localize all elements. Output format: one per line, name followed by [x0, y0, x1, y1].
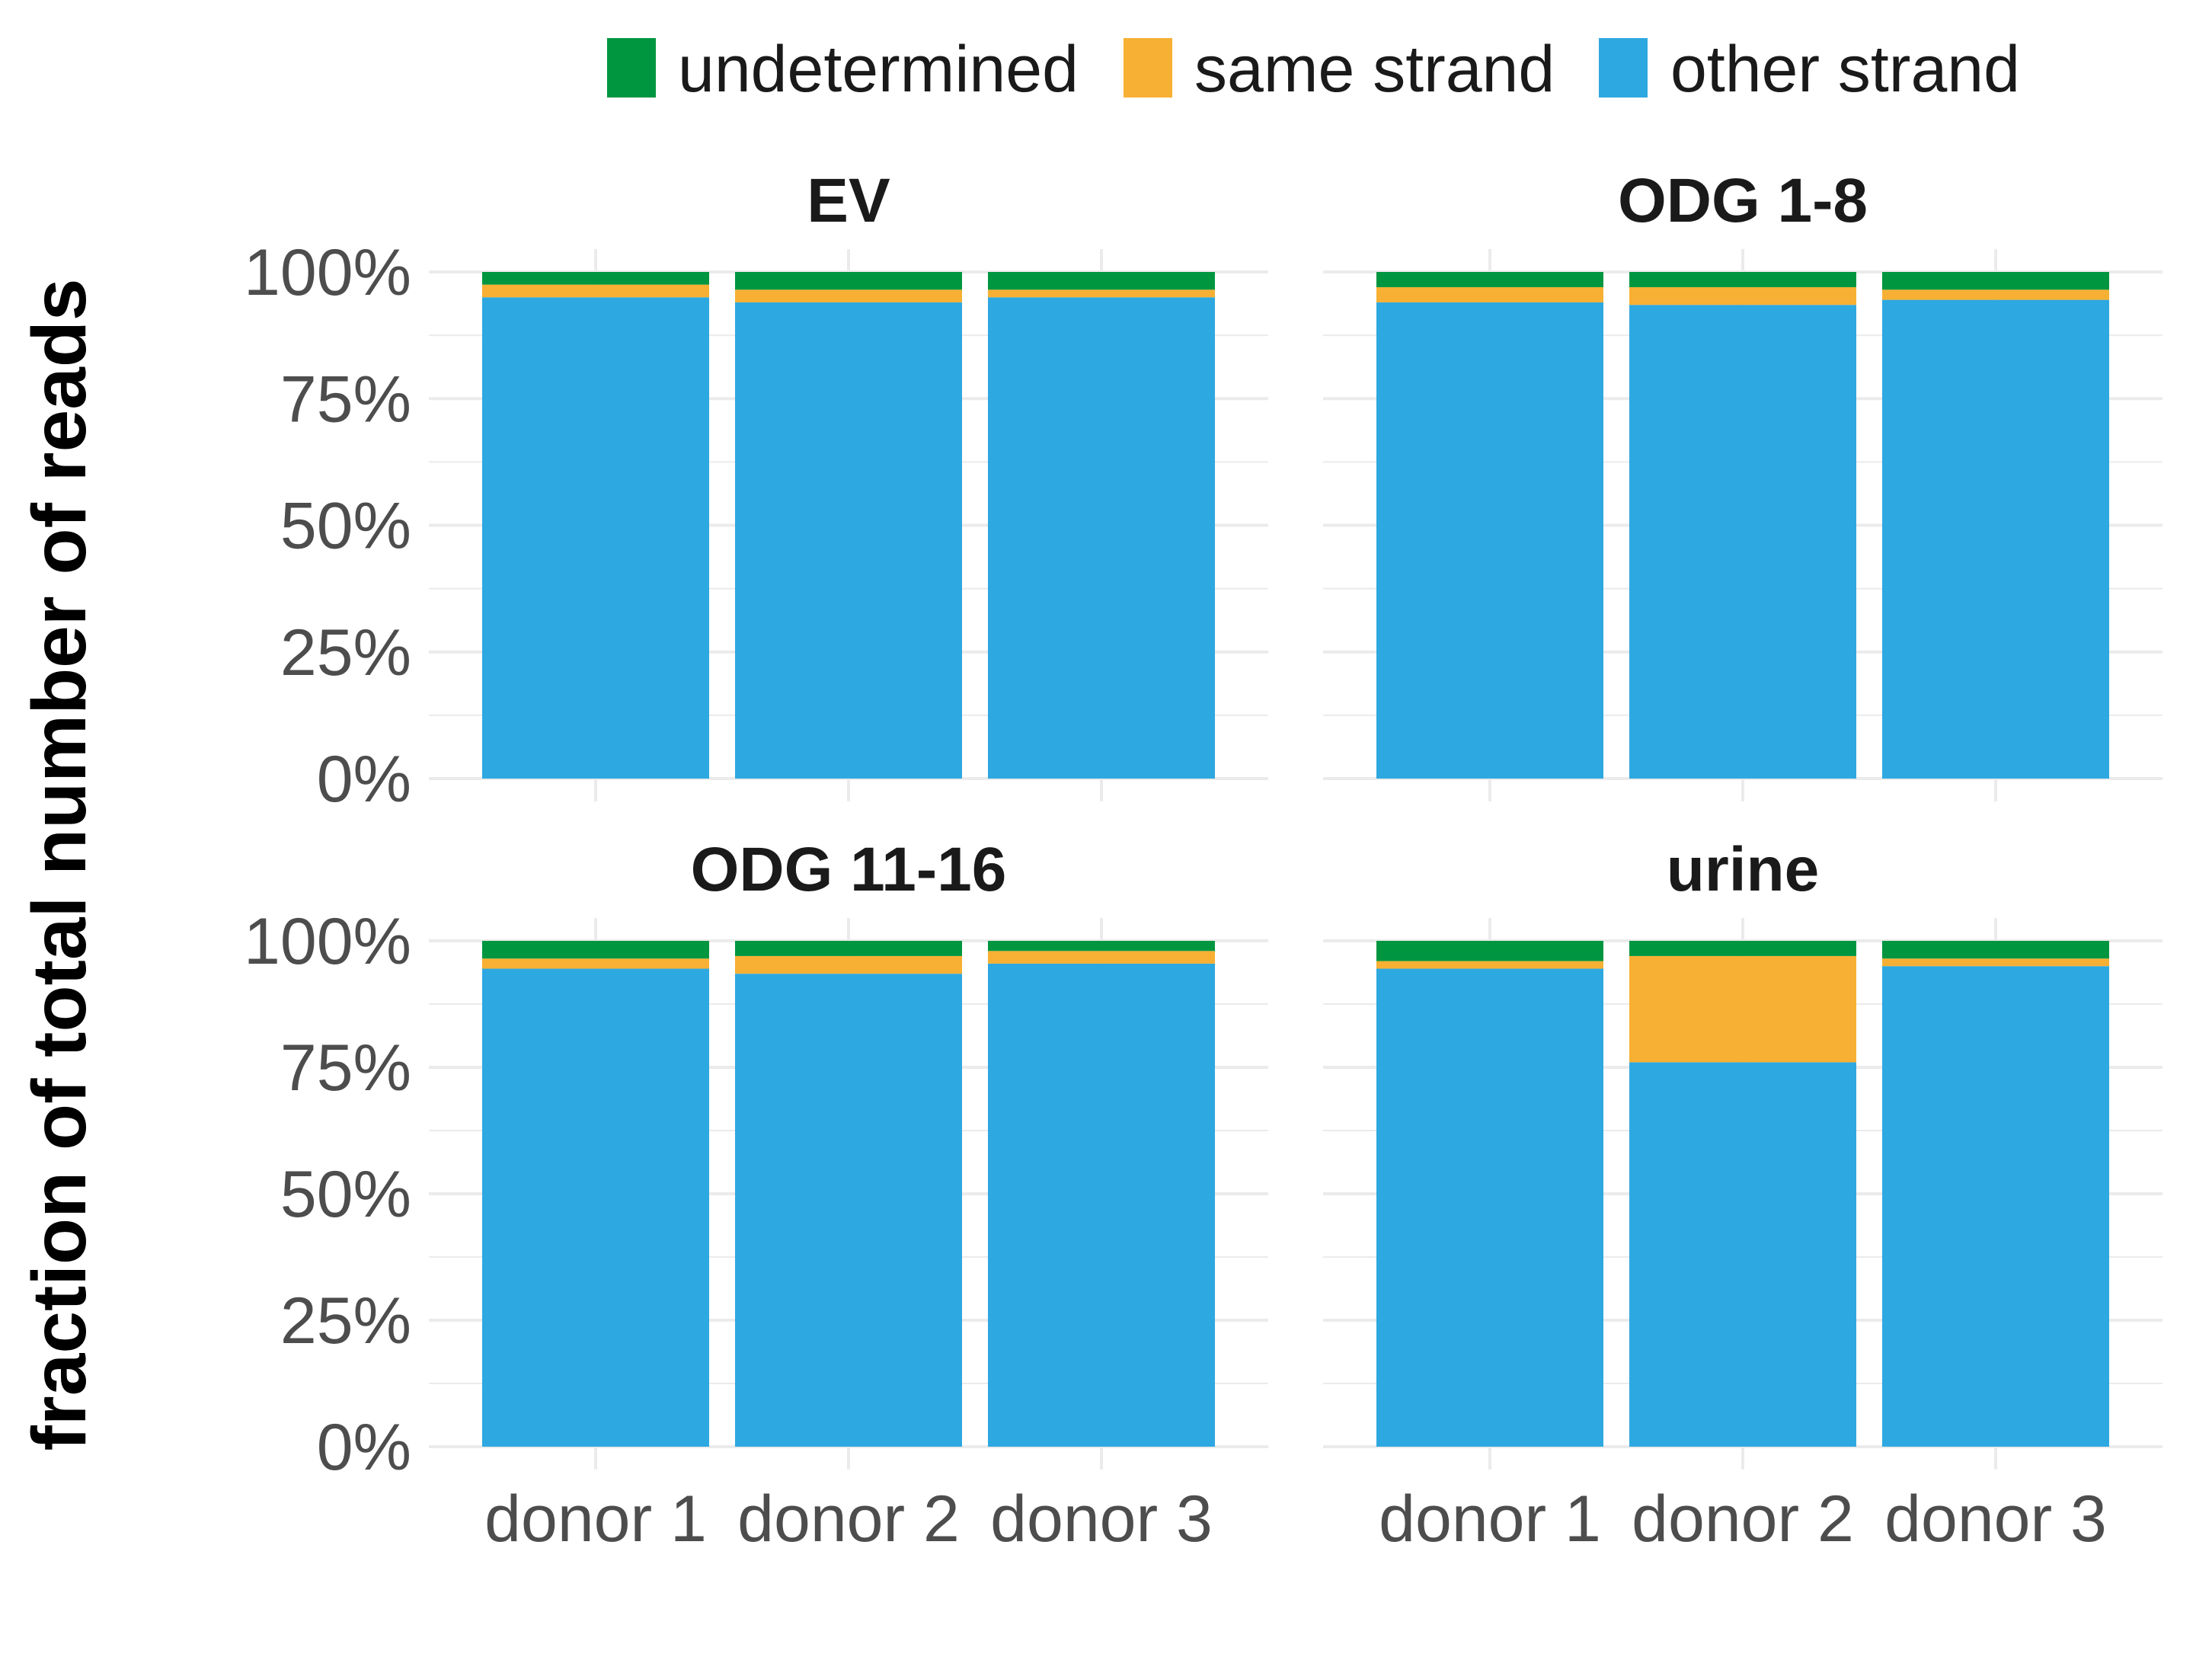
y-tick-label: 0% — [317, 743, 411, 816]
bar-segment-undetermined — [1629, 941, 1856, 956]
y-tick-label: 50% — [280, 1158, 411, 1231]
bar-segment-other-strand — [1882, 299, 2109, 779]
bar-segment-other-strand — [1376, 968, 1603, 1447]
legend-label: undetermined — [678, 33, 1079, 106]
y-tick-label: 75% — [280, 1032, 411, 1105]
bar-segment-undetermined — [1882, 272, 2109, 290]
bar-segment-other-strand — [1629, 1062, 1856, 1447]
bar-segment-other-strand — [735, 974, 962, 1447]
bar-segment-undetermined — [1882, 941, 2109, 959]
bar-segment-undetermined — [482, 941, 709, 959]
legend-label: same strand — [1194, 33, 1555, 106]
panel-title: EV — [807, 166, 890, 235]
bar-segment-same-strand — [1376, 286, 1603, 302]
bar-segment-undetermined — [735, 272, 962, 290]
x-tick-label: donor 1 — [484, 1482, 707, 1556]
legend-swatch-other-strand — [1599, 38, 1648, 98]
x-tick-label: donor 3 — [990, 1482, 1213, 1556]
bar-segment-undetermined — [1376, 272, 1603, 287]
y-tick-label: 0% — [317, 1411, 411, 1484]
y-tick-label: 100% — [244, 236, 411, 309]
bar-segment-other-strand — [735, 302, 962, 779]
panel-title: urine — [1667, 835, 1819, 904]
y-tick-label: 50% — [280, 490, 411, 563]
legend-label: other strand — [1670, 33, 2020, 106]
x-tick-label: donor 2 — [737, 1482, 960, 1556]
panel-title: ODG 1-8 — [1618, 166, 1868, 235]
legend-swatch-undetermined — [607, 38, 656, 98]
bar-segment-undetermined — [1629, 272, 1856, 287]
bar-segment-same-strand — [1882, 958, 2109, 967]
bar-segment-other-strand — [1376, 302, 1603, 779]
bar-segment-other-strand — [482, 968, 709, 1447]
x-tick-label: donor 2 — [1632, 1482, 1854, 1556]
bar-segment-undetermined — [482, 272, 709, 285]
bar-segment-same-strand — [988, 951, 1215, 964]
x-tick-label: donor 3 — [1884, 1482, 2107, 1556]
bar-segment-same-strand — [735, 955, 962, 974]
bar-segment-other-strand — [482, 297, 709, 779]
bar-segment-same-strand — [1629, 955, 1856, 1063]
bar-segment-undetermined — [988, 272, 1215, 290]
y-tick-label: 25% — [280, 1284, 411, 1358]
bar-segment-other-strand — [1629, 305, 1856, 779]
y-axis-title: fraction of total number of reads — [17, 278, 102, 1451]
y-tick-label: 75% — [280, 363, 411, 436]
bar-segment-same-strand — [482, 284, 709, 298]
bar-segment-same-strand — [1882, 289, 2109, 300]
bar-segment-other-strand — [988, 963, 1215, 1447]
y-tick-label: 25% — [280, 616, 411, 689]
bar-segment-undetermined — [1376, 941, 1603, 961]
legend-swatch-same-strand — [1124, 38, 1172, 98]
bar-segment-same-strand — [482, 958, 709, 969]
bar-segment-same-strand — [988, 289, 1215, 298]
bar-segment-same-strand — [735, 289, 962, 302]
bar-segment-undetermined — [735, 941, 962, 956]
bar-segment-same-strand — [1376, 961, 1603, 969]
bar-segment-same-strand — [1629, 286, 1856, 305]
bar-segment-undetermined — [988, 941, 1215, 952]
bar-segment-other-strand — [988, 297, 1215, 779]
x-tick-label: donor 1 — [1379, 1482, 1601, 1556]
panel-title: ODG 11-16 — [691, 835, 1007, 904]
bar-segment-other-strand — [1882, 966, 2109, 1447]
y-tick-label: 100% — [244, 905, 411, 978]
